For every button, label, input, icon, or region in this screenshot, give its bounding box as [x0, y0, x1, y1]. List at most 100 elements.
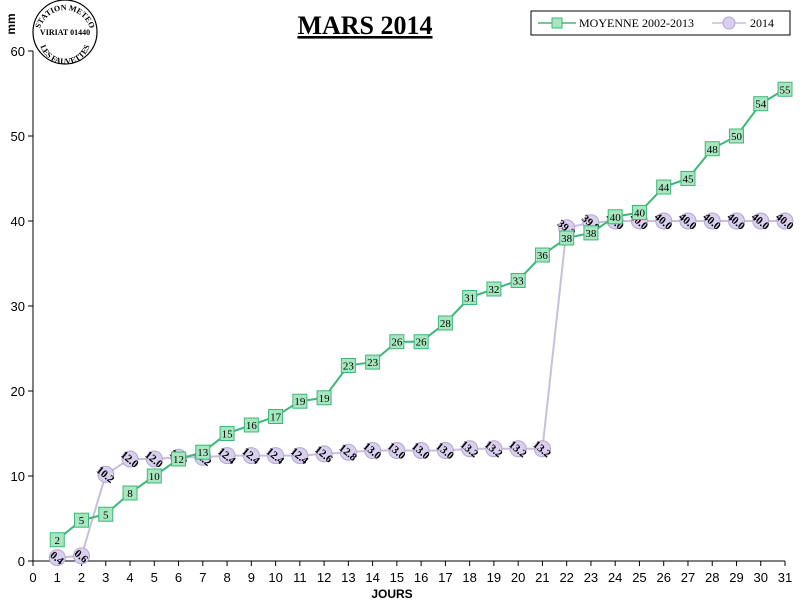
x-tick-label: 22 [559, 570, 573, 585]
series-2014-point [145, 450, 163, 468]
series-2014-data-label: 13.0 [385, 440, 408, 462]
stamp-ring [32, 0, 98, 65]
x-tick-label: 15 [390, 570, 404, 585]
series-2014-point [315, 445, 333, 463]
series-2014-data-label: 12.0 [142, 449, 165, 471]
series-2014-point [461, 440, 479, 458]
series-2014-point [727, 212, 745, 230]
y-tick-label: 10 [11, 469, 25, 484]
x-tick-label: 28 [705, 570, 719, 585]
series-average-point [437, 315, 453, 331]
series-2014-point [752, 212, 770, 230]
series-average-point [559, 230, 575, 246]
series-average-data-label: 10 [149, 471, 161, 483]
series-average-data-label: 26 [416, 337, 428, 349]
x-tick-label: 29 [729, 570, 743, 585]
x-tick-label: 16 [414, 570, 428, 585]
series-average-point [219, 426, 235, 441]
series-average-data-label: 15 [222, 429, 234, 441]
series-average-data-label: 40 [610, 212, 622, 224]
x-tick-label: 19 [487, 570, 501, 585]
stamp-line3: LES FAUVETTES [38, 43, 91, 66]
x-tick-label: 24 [608, 570, 622, 585]
series-2014-point [339, 443, 357, 461]
series-2014-data-label: 40.0 [652, 211, 675, 233]
series-2014-point [97, 465, 115, 483]
x-tick-label: 17 [438, 570, 452, 585]
series-average-data-label: 13 [197, 447, 209, 459]
series-average-point [195, 444, 211, 460]
series-2014-data-label: 13.0 [409, 440, 432, 462]
legend-box [530, 10, 791, 36]
series-average-data-label: 8 [127, 488, 133, 500]
series-average-data-label: 2 [55, 535, 61, 547]
series-2014-data-label: 40.0 [749, 211, 772, 233]
series-average-point [365, 354, 381, 370]
x-tick-label: 20 [511, 570, 525, 585]
chart-title: MARS 2014 [297, 11, 432, 40]
series-2014-data-label: 40.0 [700, 211, 723, 233]
series-average-point [49, 532, 65, 548]
series-average-data-label: 23 [343, 361, 355, 373]
series-2014-point [388, 442, 406, 459]
series-2014-data-label: 13.0 [434, 440, 457, 462]
series-average-point [122, 485, 138, 501]
series-average-point [74, 512, 90, 528]
series-2014-data-label: 12.4 [239, 446, 262, 468]
series-2014-data-label: 10.2 [94, 464, 117, 486]
x-tick-label: 31 [778, 570, 792, 585]
x-tick-label: 3 [102, 570, 109, 585]
series-average-data-label: 23 [367, 357, 379, 369]
series-average-data-label: 44 [658, 182, 670, 194]
x-tick-label: 30 [754, 570, 768, 585]
series-average-data-label: 5 [103, 509, 109, 521]
series-average-point [268, 409, 284, 424]
x-tick-label: 25 [632, 570, 646, 585]
series-average-point [631, 205, 647, 220]
series-2014-point [655, 212, 673, 230]
series-average-data-label: 38 [585, 228, 597, 240]
series-2014-point [436, 442, 454, 459]
series-average-point [777, 81, 793, 97]
y-ticks: 0 10 20 30 40 50 60 [11, 44, 33, 569]
series-average-data-label: 16 [246, 420, 258, 432]
series-2014-point [73, 547, 91, 565]
x-tick-label: 11 [293, 570, 307, 585]
x-tick-label: 8 [223, 570, 230, 585]
series-average-data-label: 36 [537, 250, 549, 262]
series-average-point [292, 393, 308, 409]
series-average-point [98, 506, 114, 522]
series-2014-data-label: 12.4 [215, 446, 238, 468]
series-average-point [680, 171, 696, 186]
series-average-data-label: 12 [173, 454, 184, 466]
series-average-point [146, 468, 162, 484]
series-layer: 0.40.610.212.012.012.212.212.412.412.412… [47, 81, 796, 568]
series-average-data-label: 45 [682, 174, 694, 186]
series-2014-data-label: 12.6 [312, 444, 335, 466]
series-average-point [462, 290, 478, 305]
series-2014-data-label: 12.4 [264, 446, 287, 468]
stamp-line2: VIRIAT 01440 [40, 28, 90, 37]
series-2014-data-label: 13.2 [482, 439, 505, 461]
x-tick-label: 26 [656, 570, 670, 585]
x-tick-label: 21 [535, 570, 549, 585]
series-2014-line [57, 220, 785, 559]
series-average-data-label: 48 [707, 144, 719, 156]
series-average-data-label: 26 [391, 337, 403, 349]
series-average-point [656, 179, 672, 195]
x-tick-label: 23 [584, 570, 598, 585]
x-tick-label: 12 [317, 570, 331, 585]
series-2014-point [412, 442, 430, 459]
series-2014-point [509, 440, 527, 458]
series-average-point [171, 451, 187, 467]
x-tick-label: 10 [268, 570, 282, 585]
series-2014-point [242, 447, 260, 465]
series-average-point [413, 334, 429, 350]
y-tick-label: 30 [11, 299, 25, 314]
legend-label-2014: 2014 [750, 16, 774, 30]
series-average-point [607, 209, 623, 225]
series-average-point [753, 96, 769, 112]
series-2014-point [533, 440, 551, 458]
stamp-line1: STATION METEO [33, 3, 96, 30]
series-average-point [486, 281, 502, 297]
